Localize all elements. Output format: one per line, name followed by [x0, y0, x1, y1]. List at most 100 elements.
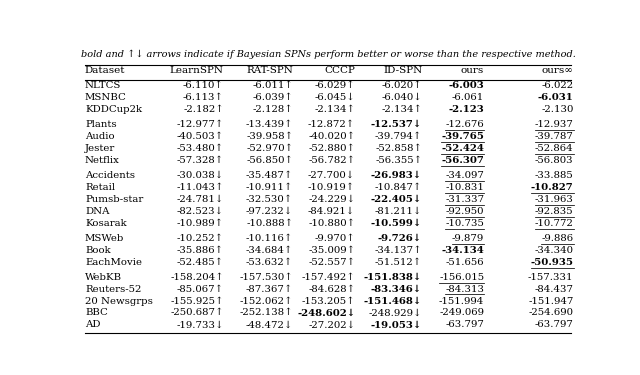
Text: -51.656: -51.656: [445, 258, 484, 267]
Text: -158.204↑: -158.204↑: [170, 273, 224, 282]
Text: -82.523↓: -82.523↓: [177, 207, 224, 216]
Text: MSNBC: MSNBC: [85, 93, 127, 102]
Text: -63.797: -63.797: [534, 320, 573, 329]
Text: -56.307: -56.307: [442, 156, 484, 165]
Text: -6.040↓: -6.040↓: [381, 93, 422, 102]
Text: -83.346↓: -83.346↓: [371, 285, 422, 294]
Text: -81.211↓: -81.211↓: [375, 207, 422, 216]
Text: -32.530↑: -32.530↑: [246, 195, 293, 204]
Text: -156.015: -156.015: [439, 273, 484, 282]
Text: -56.782↑: -56.782↑: [308, 156, 355, 165]
Text: LearnSPN: LearnSPN: [170, 66, 224, 75]
Text: -250.687↑: -250.687↑: [170, 308, 224, 317]
Text: -63.797: -63.797: [445, 320, 484, 329]
Text: -52.485↑: -52.485↑: [177, 258, 224, 267]
Text: -52.424: -52.424: [442, 144, 484, 153]
Text: -12.977↑: -12.977↑: [177, 120, 224, 129]
Text: -50.935: -50.935: [531, 258, 573, 267]
Text: Audio: Audio: [85, 132, 115, 141]
Text: -151.468↓: -151.468↓: [364, 297, 422, 306]
Text: -6.113↑: -6.113↑: [183, 93, 224, 102]
Text: -34.134: -34.134: [442, 246, 484, 255]
Text: -97.232↓: -97.232↓: [246, 207, 293, 216]
Text: Plants: Plants: [85, 120, 116, 129]
Text: -34.097: -34.097: [445, 171, 484, 180]
Text: -52.858↑: -52.858↑: [375, 144, 422, 153]
Text: -10.847↑: -10.847↑: [375, 183, 422, 192]
Text: ours: ours: [461, 66, 484, 75]
Text: -157.331: -157.331: [528, 273, 573, 282]
Text: -22.405↓: -22.405↓: [371, 195, 422, 204]
Text: -34.684↑: -34.684↑: [246, 246, 293, 255]
Text: -9.726↓: -9.726↓: [378, 234, 422, 243]
Text: -6.045↓: -6.045↓: [314, 93, 355, 102]
Text: -84.921↓: -84.921↓: [308, 207, 355, 216]
Text: -2.130: -2.130: [541, 105, 573, 114]
Text: -9.886: -9.886: [541, 234, 573, 243]
Text: -35.886↑: -35.886↑: [177, 246, 224, 255]
Text: -9.879: -9.879: [452, 234, 484, 243]
Text: -11.043↑: -11.043↑: [177, 183, 224, 192]
Text: Book: Book: [85, 246, 111, 255]
Text: -2.182↑: -2.182↑: [183, 105, 224, 114]
Text: -10.772: -10.772: [534, 219, 573, 228]
Text: MSWeb: MSWeb: [85, 234, 124, 243]
Text: ID-SPN: ID-SPN: [383, 66, 422, 75]
Text: -52.970↑: -52.970↑: [246, 144, 293, 153]
Text: ours∞: ours∞: [541, 66, 573, 75]
Text: -10.880↑: -10.880↑: [308, 219, 355, 228]
Text: -92.835: -92.835: [535, 207, 573, 216]
Text: -6.020↑: -6.020↑: [381, 81, 422, 90]
Text: -33.885: -33.885: [535, 171, 573, 180]
Text: -2.134↑: -2.134↑: [314, 105, 355, 114]
Text: Retail: Retail: [85, 183, 115, 192]
Text: -84.313: -84.313: [445, 285, 484, 294]
Text: Kosarak: Kosarak: [85, 219, 127, 228]
Text: -155.925↑: -155.925↑: [170, 297, 224, 306]
Text: -6.031: -6.031: [538, 93, 573, 102]
Text: -10.116↑: -10.116↑: [246, 234, 293, 243]
Text: -56.850↑: -56.850↑: [246, 156, 293, 165]
Text: -254.690: -254.690: [529, 308, 573, 317]
Text: -30.038↓: -30.038↓: [177, 171, 224, 180]
Text: -151.838↓: -151.838↓: [364, 273, 422, 282]
Text: -34.340: -34.340: [534, 246, 573, 255]
Text: -48.472↓: -48.472↓: [246, 320, 293, 329]
Text: -24.781↓: -24.781↓: [177, 195, 224, 204]
Text: -39.765: -39.765: [442, 132, 484, 141]
Text: -10.919↑: -10.919↑: [308, 183, 355, 192]
Text: -248.929↓: -248.929↓: [369, 308, 422, 317]
Text: -40.020↑: -40.020↑: [308, 132, 355, 141]
Text: KDDCup2k: KDDCup2k: [85, 105, 142, 114]
Text: -51.512↑: -51.512↑: [375, 258, 422, 267]
Text: -19.733↓: -19.733↓: [177, 320, 224, 329]
Text: -31.337: -31.337: [445, 195, 484, 204]
Text: 20 Newsgrps: 20 Newsgrps: [85, 297, 153, 306]
Text: -10.989↑: -10.989↑: [177, 219, 224, 228]
Text: -26.983↓: -26.983↓: [371, 171, 422, 180]
Text: Jester: Jester: [85, 144, 115, 153]
Text: bold and ↑↓ arrows indicate if Bayesian SPNs perform better or worse than the re: bold and ↑↓ arrows indicate if Bayesian …: [81, 50, 575, 59]
Text: -151.947: -151.947: [528, 297, 573, 306]
Text: -249.069: -249.069: [439, 308, 484, 317]
Text: BBC: BBC: [85, 308, 108, 317]
Text: -13.439↑: -13.439↑: [246, 120, 293, 129]
Text: -252.138↑: -252.138↑: [239, 308, 293, 317]
Text: -10.252↑: -10.252↑: [177, 234, 224, 243]
Text: -2.134↑: -2.134↑: [381, 105, 422, 114]
Text: -56.803: -56.803: [535, 156, 573, 165]
Text: Pumsb-star: Pumsb-star: [85, 195, 143, 204]
Text: -6.011↑: -6.011↑: [252, 81, 293, 90]
Text: -35.487↑: -35.487↑: [246, 171, 293, 180]
Text: -39.794↑: -39.794↑: [375, 132, 422, 141]
Text: -52.880↑: -52.880↑: [308, 144, 355, 153]
Text: -39.787: -39.787: [534, 132, 573, 141]
Text: -10.735: -10.735: [445, 219, 484, 228]
Text: -157.492↑: -157.492↑: [301, 273, 355, 282]
Text: Accidents: Accidents: [85, 171, 135, 180]
Text: -24.229↓: -24.229↓: [308, 195, 355, 204]
Text: -2.128↑: -2.128↑: [253, 105, 293, 114]
Text: -40.503↑: -40.503↑: [177, 132, 224, 141]
Text: -152.062↑: -152.062↑: [240, 297, 293, 306]
Text: Netflix: Netflix: [85, 156, 120, 165]
